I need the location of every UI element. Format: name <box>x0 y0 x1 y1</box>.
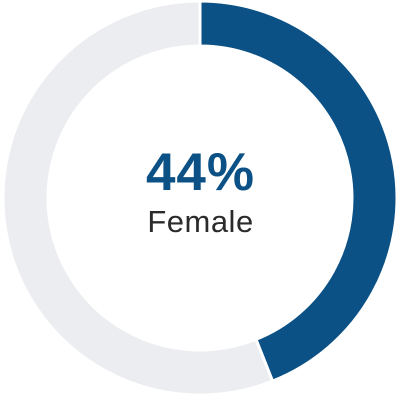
category-caption: Female <box>147 204 254 239</box>
donut-slice-highlight <box>198 0 399 384</box>
donut-slice-remainder <box>1 0 275 397</box>
percentage-value: 44% <box>145 143 256 202</box>
